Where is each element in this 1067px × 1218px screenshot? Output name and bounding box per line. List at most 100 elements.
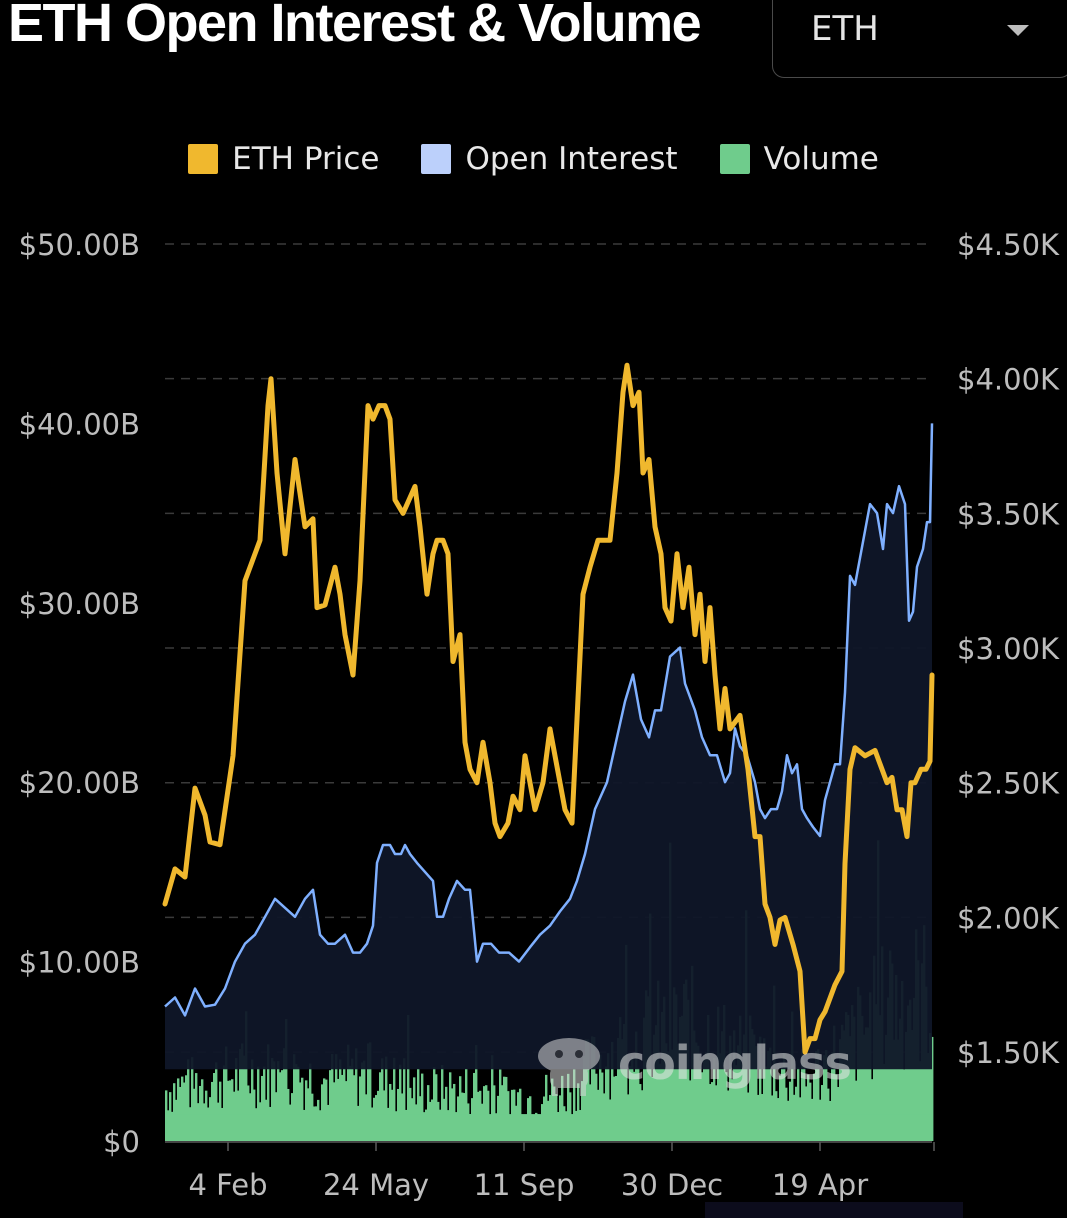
volume-bar	[797, 1067, 800, 1141]
left-axis-tick-label: $0	[103, 1125, 140, 1159]
right-axis-tick-label: $4.00K	[957, 363, 1060, 397]
watermark-text: coinglass	[618, 1036, 852, 1090]
volume-bar	[213, 1072, 216, 1141]
volume-bar	[351, 1058, 354, 1141]
volume-bar	[863, 1034, 866, 1141]
volume-bar	[183, 1082, 186, 1141]
volume-bar	[459, 1076, 462, 1141]
right-axis-tick-label: $3.50K	[957, 497, 1060, 531]
volume-bar	[907, 1005, 910, 1141]
volume-bar	[801, 1049, 804, 1141]
volume-bar	[285, 1019, 288, 1141]
volume-bar	[701, 1072, 704, 1141]
coin-selector-dropdown[interactable]: ETH	[772, 0, 1067, 78]
legend-item-volume[interactable]: Volume	[719, 141, 879, 177]
legend-item-open-interest[interactable]: Open Interest	[421, 141, 678, 177]
right-axis-tick-label: $1.50K	[957, 1036, 1060, 1070]
volume-bar	[589, 1084, 592, 1141]
volume-bar	[739, 1015, 742, 1141]
volume-bar	[229, 1080, 232, 1141]
volume-bar	[751, 1029, 754, 1141]
chart-legend: ETH Price Open Interest Volume	[0, 141, 1067, 177]
volume-bar	[855, 1080, 858, 1141]
volume-bar	[257, 1066, 260, 1141]
volume-bar	[323, 1078, 326, 1141]
volume-bar	[791, 1011, 794, 1141]
legend-item-eth-price[interactable]: ETH Price	[188, 141, 379, 177]
volume-bar	[605, 1066, 608, 1141]
volume-bar	[733, 1030, 736, 1141]
volume-bar	[223, 1065, 226, 1141]
right-axis-tick-label: $4.50K	[957, 228, 1060, 262]
volume-bar	[379, 1072, 382, 1141]
volume-bar	[403, 1058, 406, 1141]
volume-bar	[231, 1079, 234, 1141]
volume-bar	[769, 1047, 772, 1141]
volume-bar	[637, 1067, 640, 1141]
volume-bar	[235, 1058, 238, 1141]
volume-bar	[505, 1076, 508, 1141]
chart-range-scrollbar[interactable]	[705, 1202, 963, 1218]
volume-bar	[283, 1048, 286, 1141]
open-interest-line	[164, 423, 934, 1017]
volume-bar	[263, 1066, 266, 1141]
legend-swatch-volume	[719, 144, 750, 174]
volume-bar	[553, 1086, 556, 1141]
volume-bar	[707, 1015, 710, 1141]
volume-bar	[177, 1078, 180, 1141]
volume-bar	[355, 1048, 358, 1141]
volume-bar	[619, 1017, 622, 1141]
volume-bar	[639, 1084, 642, 1141]
volume-bar	[851, 1005, 854, 1141]
volume-bar	[709, 1084, 712, 1141]
volume-bar	[273, 1061, 276, 1141]
page-title: ETH Open Interest & Volume	[8, 0, 702, 53]
volume-bar	[339, 1059, 342, 1141]
volume-bar	[909, 999, 912, 1141]
volume-bar	[551, 1078, 554, 1141]
volume-bar	[861, 1015, 864, 1141]
volume-bar	[353, 1075, 356, 1141]
volume-bar	[567, 1073, 570, 1141]
volume-bar	[617, 1037, 620, 1141]
volume-bar	[359, 1076, 362, 1141]
volume-bar	[215, 1062, 218, 1141]
volume-bar	[679, 1017, 682, 1141]
volume-bar	[577, 1083, 580, 1141]
volume-bar	[483, 1086, 486, 1141]
volume-bar	[243, 1055, 246, 1141]
volume-bar	[473, 1072, 476, 1141]
volume-base	[165, 1114, 932, 1141]
volume-bar	[583, 1055, 586, 1141]
volume-bar	[781, 1067, 784, 1141]
coin-selector-value: ETH	[811, 9, 879, 49]
volume-bar	[445, 1086, 448, 1141]
x-axis-tick-label: 30 Dec	[621, 1168, 723, 1202]
volume-bar	[721, 1031, 724, 1141]
volume-bar	[201, 1079, 204, 1141]
volume-bar	[389, 1083, 392, 1141]
volume-bar	[703, 1058, 706, 1141]
volume-bar	[321, 1084, 324, 1141]
volume-bar	[929, 1033, 932, 1141]
open-interest-area	[165, 423, 932, 1070]
volume-bar	[897, 1039, 900, 1141]
volume-bar	[743, 1034, 746, 1141]
right-axis-tick-label: $2.50K	[957, 767, 1060, 801]
volume-bar	[449, 1072, 452, 1141]
volume-bar	[893, 1039, 896, 1141]
volume-bar	[655, 1025, 658, 1141]
legend-label: Volume	[763, 141, 879, 177]
volume-bar	[867, 1027, 870, 1141]
volume-bar	[931, 1036, 934, 1141]
x-axis-tick-label: 19 Apr	[772, 1168, 868, 1202]
volume-bar	[421, 1073, 424, 1141]
volume-bar	[763, 1038, 766, 1141]
volume-bar	[765, 1066, 768, 1141]
volume-bar	[651, 1077, 654, 1141]
volume-bar	[277, 1061, 280, 1141]
volume-bar	[623, 1024, 626, 1141]
volume-bar	[715, 1085, 718, 1141]
volume-bar	[731, 1079, 734, 1141]
